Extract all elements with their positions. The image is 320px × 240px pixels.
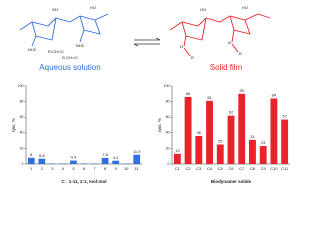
- group: OH: [52, 7, 58, 12]
- y-tick-label: 0: [168, 162, 170, 166]
- structure-aqueous: [19, 13, 109, 47]
- label: Solid film: [210, 63, 243, 72]
- group: NH2: [28, 47, 37, 52]
- structure-film: [169, 13, 271, 57]
- bar: [101, 157, 109, 164]
- group: R: [239, 51, 242, 56]
- value-label: 6.8: [39, 153, 45, 158]
- value-label: 36: [197, 130, 202, 135]
- value-label: 90: [240, 88, 245, 93]
- y-tick-label: 100: [164, 84, 170, 88]
- x-tick-label: C4: [207, 166, 213, 171]
- x-tick-label: 3: [51, 166, 54, 171]
- group: N: [180, 44, 183, 49]
- x-tick-label: C10: [270, 166, 278, 171]
- x-tick-label: C5: [218, 166, 224, 171]
- y-tick-label: 100: [18, 84, 24, 88]
- value-label: 4.4: [71, 155, 77, 160]
- group: R: [191, 55, 194, 60]
- x-tick-label: C6: [228, 166, 234, 171]
- x-tick-label: 5: [72, 166, 75, 171]
- x-tick-label: C8: [250, 166, 256, 171]
- bar: [249, 139, 256, 164]
- y-axis-label: ηns, %: [157, 118, 162, 132]
- y-tick-label: 40: [20, 131, 24, 135]
- bar: [216, 144, 224, 164]
- group: R-CH=O: [48, 49, 63, 54]
- value-label: 4.2: [113, 155, 119, 160]
- x-tick-label: 10: [124, 166, 129, 171]
- equilibrium-arrows: [133, 37, 161, 47]
- x-tick-label: 6: [83, 166, 86, 171]
- bar: [184, 96, 192, 164]
- bar: [259, 146, 267, 164]
- value-label: 62: [229, 110, 234, 115]
- value-label: 8: [30, 152, 33, 157]
- bar: [281, 119, 289, 164]
- value-label: 23: [261, 140, 266, 145]
- y-tick-label: 80: [166, 100, 170, 104]
- y-tick-label: 40: [166, 131, 170, 135]
- x-tick-label: C7: [239, 166, 245, 171]
- x-axis-label: Biodynamer solids: [211, 179, 252, 184]
- x-tick-label: 9: [115, 166, 118, 171]
- bar: [238, 93, 246, 164]
- bar: [112, 160, 120, 164]
- group: HO: [90, 5, 96, 10]
- bar: [206, 100, 213, 164]
- value-label: 7.8: [102, 152, 108, 157]
- group: HO: [242, 5, 248, 10]
- group: NH2: [76, 43, 85, 48]
- bar: [227, 115, 235, 164]
- x-tick-label: 11: [135, 166, 140, 171]
- x-tick-label: C9: [261, 166, 267, 171]
- group: R-CH=O: [62, 55, 77, 60]
- bar: [27, 157, 35, 164]
- value-label: 11.9: [133, 149, 141, 154]
- value-label: 25: [218, 139, 223, 144]
- y-tick-label: 20: [166, 146, 170, 150]
- value-label: 31: [250, 134, 255, 139]
- value-label: 84: [272, 93, 277, 98]
- x-tick-label: C2: [186, 166, 192, 171]
- x-tick-label: 8: [104, 166, 107, 171]
- x-tick-label: 4: [62, 166, 65, 171]
- y-tick-label: 80: [20, 100, 24, 104]
- label: Aqueous solution: [39, 63, 100, 72]
- x-tick-label: 2: [41, 166, 44, 171]
- x-tick-label: C11: [281, 166, 289, 171]
- bar: [270, 98, 278, 164]
- x-tick-label: 7: [93, 166, 96, 171]
- figure: OH HO NH2 NH2 R-CH=O R-CH=O Aqueous solu…: [11, 5, 290, 184]
- x-axis-label: C : 1-11, 2:1, mol:mol: [61, 179, 106, 184]
- bar: [70, 160, 77, 164]
- bar: [195, 135, 203, 164]
- value-label: 57: [282, 114, 287, 119]
- value-label: 13: [175, 148, 180, 153]
- y-tick-label: 60: [166, 115, 170, 119]
- value-label: 81: [207, 95, 212, 100]
- group: OH: [200, 7, 206, 12]
- x-tick-label: 1: [30, 166, 33, 171]
- bar: [38, 158, 46, 164]
- value-label: 86: [186, 91, 191, 96]
- x-tick-label: C1: [175, 166, 181, 171]
- y-axis-label: ηns, %: [11, 118, 16, 132]
- y-tick-label: 0: [22, 162, 24, 166]
- bar: [133, 154, 141, 164]
- group: N: [228, 40, 231, 45]
- x-tick-label: C3: [196, 166, 202, 171]
- y-tick-label: 20: [20, 146, 24, 150]
- y-tick-label: 60: [20, 115, 24, 119]
- bar: [173, 153, 181, 164]
